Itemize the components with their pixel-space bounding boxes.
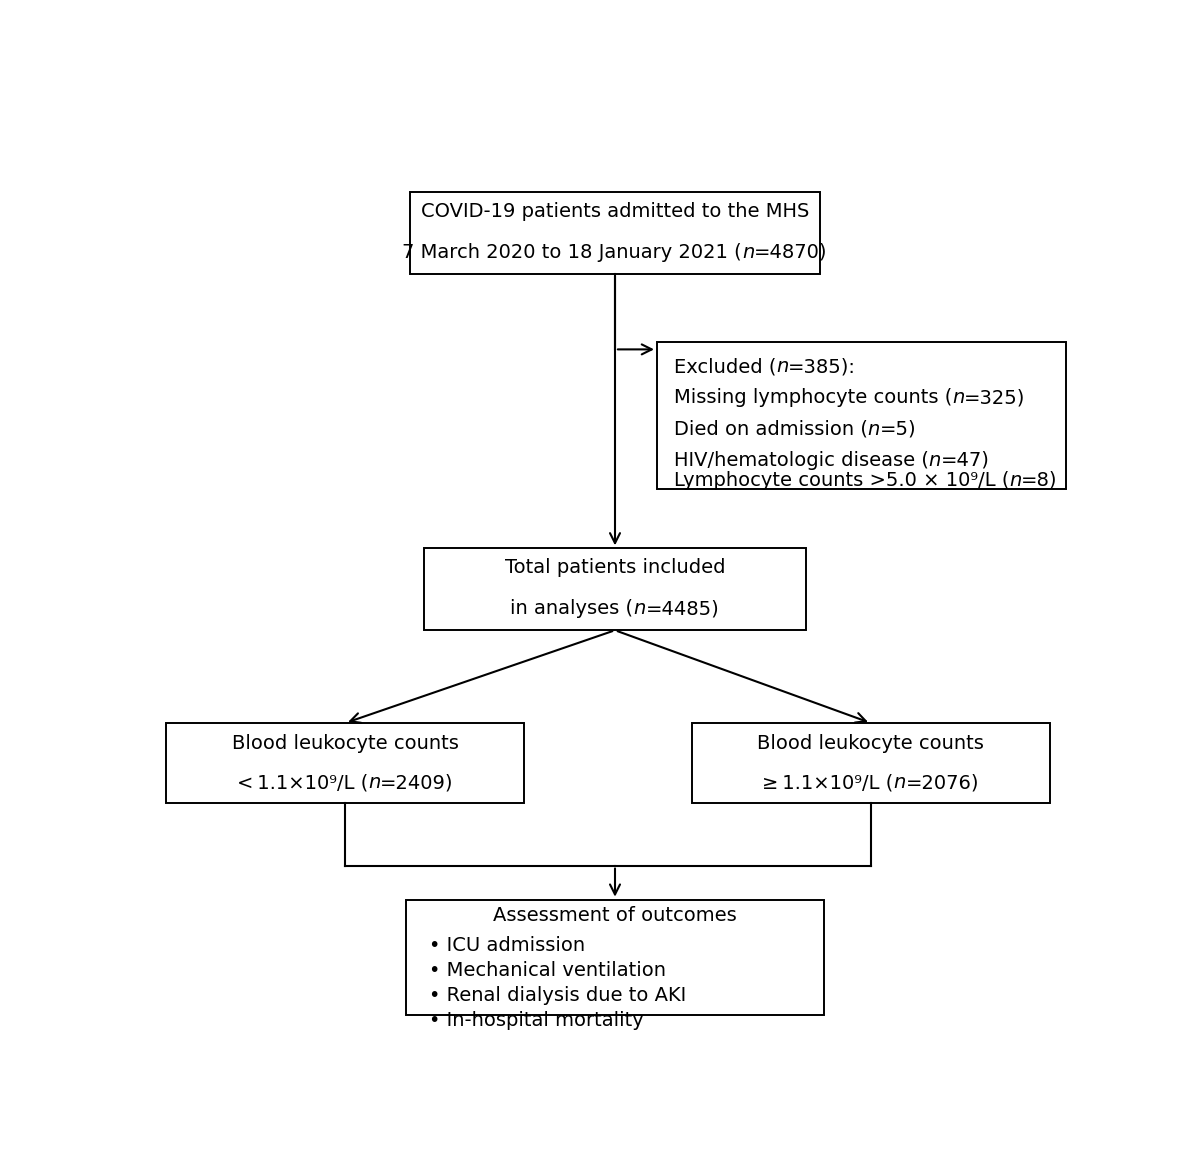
Text: =5): =5) [880, 419, 917, 439]
Text: n: n [634, 600, 646, 618]
Text: =2076): =2076) [906, 774, 979, 792]
Bar [691, 723, 1050, 804]
Text: • Renal dialysis due to AKI: • Renal dialysis due to AKI [430, 987, 686, 1005]
Bar [167, 723, 524, 804]
Text: • ICU admission: • ICU admission [430, 937, 586, 955]
Text: =8): =8) [1021, 470, 1058, 490]
Text: Blood leukocyte counts: Blood leukocyte counts [232, 734, 458, 753]
Text: < 1.1×10⁹/L (: < 1.1×10⁹/L ( [236, 774, 368, 792]
Text: =385):: =385): [788, 358, 857, 376]
Text: n: n [776, 358, 788, 376]
Text: Lymphocyte counts >5.0 × 10⁹/L (: Lymphocyte counts >5.0 × 10⁹/L ( [673, 470, 1009, 490]
Text: n: n [929, 450, 941, 470]
Bar [410, 191, 820, 273]
Text: 7 March 2020 to 18 January 2021 (: 7 March 2020 to 18 January 2021 ( [402, 243, 742, 262]
Text: =4870): =4870) [755, 243, 828, 262]
Text: Missing lymphocyte counts (: Missing lymphocyte counts ( [673, 388, 952, 408]
Text: Total patients included: Total patients included [505, 558, 725, 578]
Text: n: n [368, 774, 380, 792]
Text: =47): =47) [941, 450, 990, 470]
Text: =4485): =4485) [646, 600, 720, 618]
Bar [406, 900, 824, 1016]
Text: COVID-19 patients admitted to the MHS: COVID-19 patients admitted to the MHS [421, 201, 809, 221]
Text: in analyses (: in analyses ( [510, 600, 634, 618]
Text: Blood leukocyte counts: Blood leukocyte counts [757, 734, 984, 753]
Text: n: n [1009, 470, 1021, 490]
Text: ≥ 1.1×10⁹/L (: ≥ 1.1×10⁹/L ( [762, 774, 894, 792]
Text: Assessment of outcomes: Assessment of outcomes [493, 906, 737, 925]
Text: Excluded (: Excluded ( [673, 358, 776, 376]
Text: • In-hospital mortality: • In-hospital mortality [430, 1011, 643, 1031]
Bar [425, 548, 805, 630]
Text: n: n [868, 419, 880, 439]
Text: =2409): =2409) [380, 774, 454, 792]
Bar [656, 342, 1066, 489]
Text: HIV/hematologic disease (: HIV/hematologic disease ( [673, 450, 929, 470]
Text: • Mechanical ventilation: • Mechanical ventilation [430, 961, 666, 981]
Text: =325): =325) [965, 388, 1026, 408]
Text: n: n [952, 388, 965, 408]
Text: n: n [894, 774, 906, 792]
Text: n: n [742, 243, 755, 262]
Text: Died on admission (: Died on admission ( [673, 419, 868, 439]
